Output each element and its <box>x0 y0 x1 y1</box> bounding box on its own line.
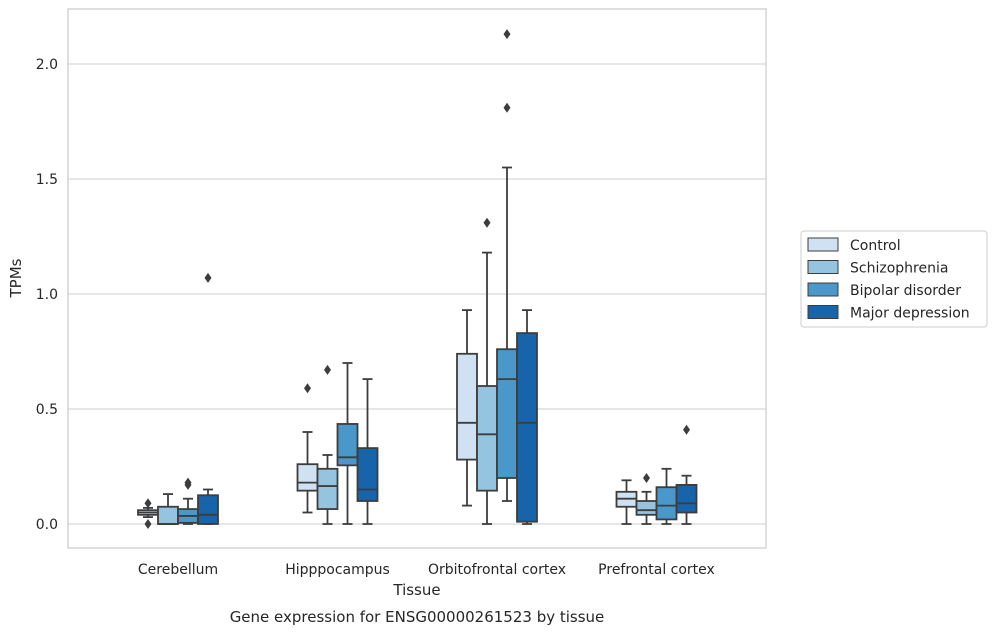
x-axis-label: Tissue <box>392 581 440 599</box>
box <box>316 467 339 510</box>
boxes <box>137 29 698 529</box>
legend-label: Control <box>850 238 901 254</box>
box <box>157 505 179 525</box>
plot-area <box>68 9 766 548</box>
x-tick-label: Prefrontal cortex <box>598 562 715 578</box>
box <box>336 423 359 467</box>
outlier-point <box>304 383 311 394</box>
legend-swatch <box>807 260 839 274</box>
y-tick-label: 0.5 <box>36 402 58 418</box>
box <box>675 483 698 514</box>
box-group <box>655 467 678 525</box>
outlier-point <box>503 29 511 40</box>
box-group <box>635 473 658 525</box>
outlier-point <box>643 473 650 483</box>
legend-frame <box>800 230 988 328</box>
box <box>456 352 478 461</box>
box-group <box>615 479 638 525</box>
box-group <box>476 217 498 525</box>
outlier-point <box>324 364 331 375</box>
x-tick-labels: Cerebellum Hipppocampus Orbitofrontal cort… <box>138 562 715 578</box>
box <box>655 486 678 521</box>
box-group <box>496 29 518 502</box>
box <box>635 500 658 516</box>
box-group <box>456 309 478 507</box>
plot-frame <box>67 8 767 549</box>
box <box>356 447 379 502</box>
box <box>496 348 518 479</box>
x-tick-label: Hipppocampus <box>285 562 390 578</box>
box <box>516 332 538 523</box>
box-group <box>197 272 219 525</box>
chart-caption: Gene expression for ENSG00000261523 by t… <box>230 608 605 626</box>
outlier-point <box>204 272 212 283</box>
box-group <box>157 493 179 525</box>
legend-swatch <box>807 282 839 297</box>
box-group <box>316 364 339 525</box>
box <box>296 463 319 492</box>
y-tick-label: 1.5 <box>36 172 58 188</box>
outlier-point <box>184 477 192 488</box>
x-tick-label: Cerebellum <box>138 562 218 578</box>
y-tick-label: 2.0 <box>36 57 58 73</box>
outlier-point <box>144 519 152 529</box>
box-group <box>336 362 359 525</box>
legend-label: Bipolar disorder <box>850 283 961 299</box>
y-tick-label: 1.0 <box>36 287 58 303</box>
outlier-point <box>483 217 491 228</box>
legend-label: Major depression <box>850 306 970 322</box>
y-tick-label: 0.0 <box>36 517 58 533</box>
box-group <box>356 378 379 525</box>
box-group <box>516 309 538 525</box>
legend-swatch <box>807 305 839 319</box>
y-axis-label: TPMs <box>7 258 25 298</box>
outlier-point <box>503 102 511 113</box>
box <box>476 385 498 492</box>
legend-swatch <box>807 237 839 252</box>
legend: Control Schizophrenia Bipolar disorder Majo… <box>800 230 988 328</box>
legend-label: Schizophrenia <box>850 261 948 277</box>
y-tick-labels: 0.0 0.5 1.0 1.5 2.0 <box>36 57 58 533</box>
box-group <box>177 477 199 525</box>
x-tick-label: Orbitofrontal cortex <box>428 562 566 578</box>
outlier-point <box>144 498 152 509</box>
box-group <box>675 424 698 525</box>
box <box>197 494 219 525</box>
outlier-point <box>683 424 690 435</box>
